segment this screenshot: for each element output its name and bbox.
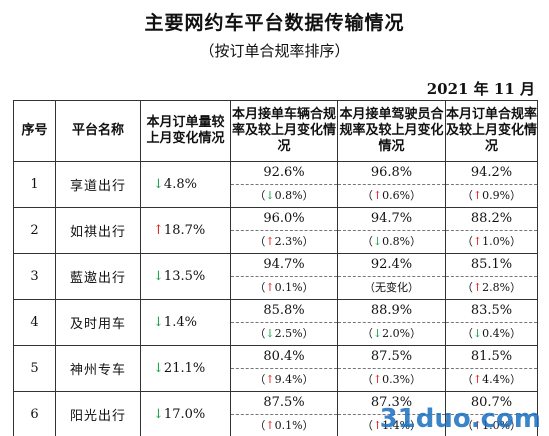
title: 主要网约车平台数据传输情况 [144,12,405,34]
rate-cell: 83.5% （↓0.4%） [445,299,538,346]
rate-value: 94.7% [263,257,305,272]
column-header: 平台名称 [55,100,141,162]
rate-value: 85.8% [263,303,305,318]
rate-cell: 94.2% （↑0.9%） [445,161,538,208]
rate-cell: 87.5% （↑0.3%） [337,345,446,392]
row-number: 2 [13,207,56,254]
date: 2021 年 11 月 [426,80,535,98]
header-row: 序号 平台名称 本月订单量较上月变化情况 本月接单车辆合规率及较上月变化情况 本月接单驾… [13,100,538,162]
table-row: 6 阳光出行 ↓17.0% 87.5% （↑0.1%） 87.3% （↑1.4%） 80.7%… [13,391,538,436]
table-row: 4 及时用车 ↓1.4% 85.8% （↓2.5%） 88.9% （↓2.0%） 83.5% （… [13,299,538,346]
rate-value: 94.2% [470,165,513,180]
rate-cell: 96.8% （↑0.6%） [337,161,446,208]
platform-name: 如祺出行 [55,207,141,254]
rate-cell: 88.2% （↑1.0%） [445,207,538,254]
rate-value: 83.5% [470,303,513,318]
rate-change: （↑0.9%） [446,184,537,207]
rate-value: 87.5% [263,395,305,410]
rate-value: 85.1% [470,257,513,272]
order-change: ↓13.5% [140,253,231,300]
rate-change: （↑4.4%） [446,368,537,391]
rate-change: （↑9.4%） [231,368,337,391]
row-number: 3 [13,253,56,300]
rate-cell: 87.5% （↑0.1%） [230,391,338,436]
order-change: ↓4.8% [140,161,231,208]
table-row: 2 如祺出行 ↑18.7% 96.0% （↑2.3%） 94.7% （↓0.8%） 88.2%… [13,207,538,254]
platform-name: 享道出行 [55,161,141,208]
rate-change: （↓2.5%） [231,322,337,345]
rate-change: （↓2.0%） [338,322,445,345]
rate-cell: 81.5% （↑4.4%） [445,345,538,392]
rate-value: 96.0% [263,211,305,226]
rate-change: （↓0.8%） [231,184,337,207]
column-header: 序号 [13,100,56,162]
column-header: 本月接单驾驶员合规率及较上月变化情况 [337,100,446,162]
subtitle: （按订单合规率排序） [199,42,350,60]
rate-change: （↑2.8%） [446,276,537,299]
rate-value: 92.6% [263,165,305,180]
rate-cell: 85.8% （↓2.5%） [230,299,338,346]
platform-name: 阳光出行 [55,391,141,436]
rate-value: 88.2% [470,211,513,226]
rate-change: （↑1.0%） [446,414,537,436]
column-header: 本月接单车辆合规率及较上月变化情况 [230,100,338,162]
rate-change: （↑0.6%） [338,184,445,207]
rate-change: （↓0.4%） [446,322,537,345]
row-number: 4 [13,299,56,346]
table-row: 1 享道出行 ↓4.8% 92.6% （↓0.8%） 96.8% （↑0.6%） 94.2% （… [13,161,538,208]
rate-change: （↓0.8%） [338,230,445,253]
column-header: 本月订单合规率及较上月变化情况 [445,100,538,162]
rate-cell: 94.7% （↑0.1%） [230,253,338,300]
rate-change: （无变化） [338,276,445,299]
platform-name: 神州专车 [55,345,141,392]
row-number: 1 [13,161,56,208]
order-change: ↓17.0% [140,391,231,436]
rate-change: （↑1.4%） [338,414,445,436]
column-header: 本月订单量较上月变化情况 [140,100,231,162]
order-change: ↓1.4% [140,299,231,346]
platform-name: 藍遨出行 [55,253,141,300]
rate-cell: 92.4% （无变化） [337,253,446,300]
rate-change: （↑0.1%） [231,276,337,299]
rate-change: （↑0.1%） [231,414,337,436]
platform-name: 及时用车 [55,299,141,346]
order-change: ↑18.7% [140,207,231,254]
rate-change: （↑2.3%） [231,230,337,253]
rate-cell: 80.4% （↑9.4%） [230,345,338,392]
rate-value: 87.5% [370,349,413,364]
rate-cell: 87.3% （↑1.4%） [337,391,446,436]
rate-change: （↑0.3%） [338,368,445,391]
rate-cell: 96.0% （↑2.3%） [230,207,338,254]
rate-cell: 85.1% （↑2.8%） [445,253,538,300]
rate-cell: 92.6% （↓0.8%） [230,161,338,208]
rate-value: 80.7% [470,395,513,410]
rate-value: 94.7% [370,211,413,226]
rate-value: 96.8% [370,165,413,180]
watermark: 31duo.com [379,404,541,434]
rate-cell: 80.7% （↑1.0%） [445,391,538,436]
rate-cell: 94.7% （↓0.8%） [337,207,446,254]
rate-value: 80.4% [263,349,305,364]
rate-cell: 88.9% （↓2.0%） [337,299,446,346]
table-row: 3 藍遨出行 ↓13.5% 94.7% （↑0.1%） 92.4% （无变化） 85.1% （↑… [13,253,538,300]
rate-value: 88.9% [370,303,413,318]
row-number: 5 [13,345,56,392]
rate-change: （↑1.0%） [446,230,537,253]
rate-value: 81.5% [470,349,513,364]
rate-value: 92.4% [370,257,413,272]
data-table: 序号 平台名称 本月订单量较上月变化情况 本月接单车辆合规率及较上月变化情况 本月接单驾… [13,100,538,436]
row-number: 6 [13,391,56,436]
order-change: ↓21.1% [140,345,231,392]
rate-value: 87.3% [370,395,413,410]
table-row: 5 神州专车 ↓21.1% 80.4% （↑9.4%） 87.5% （↑0.3%） 81.5%… [13,345,538,392]
